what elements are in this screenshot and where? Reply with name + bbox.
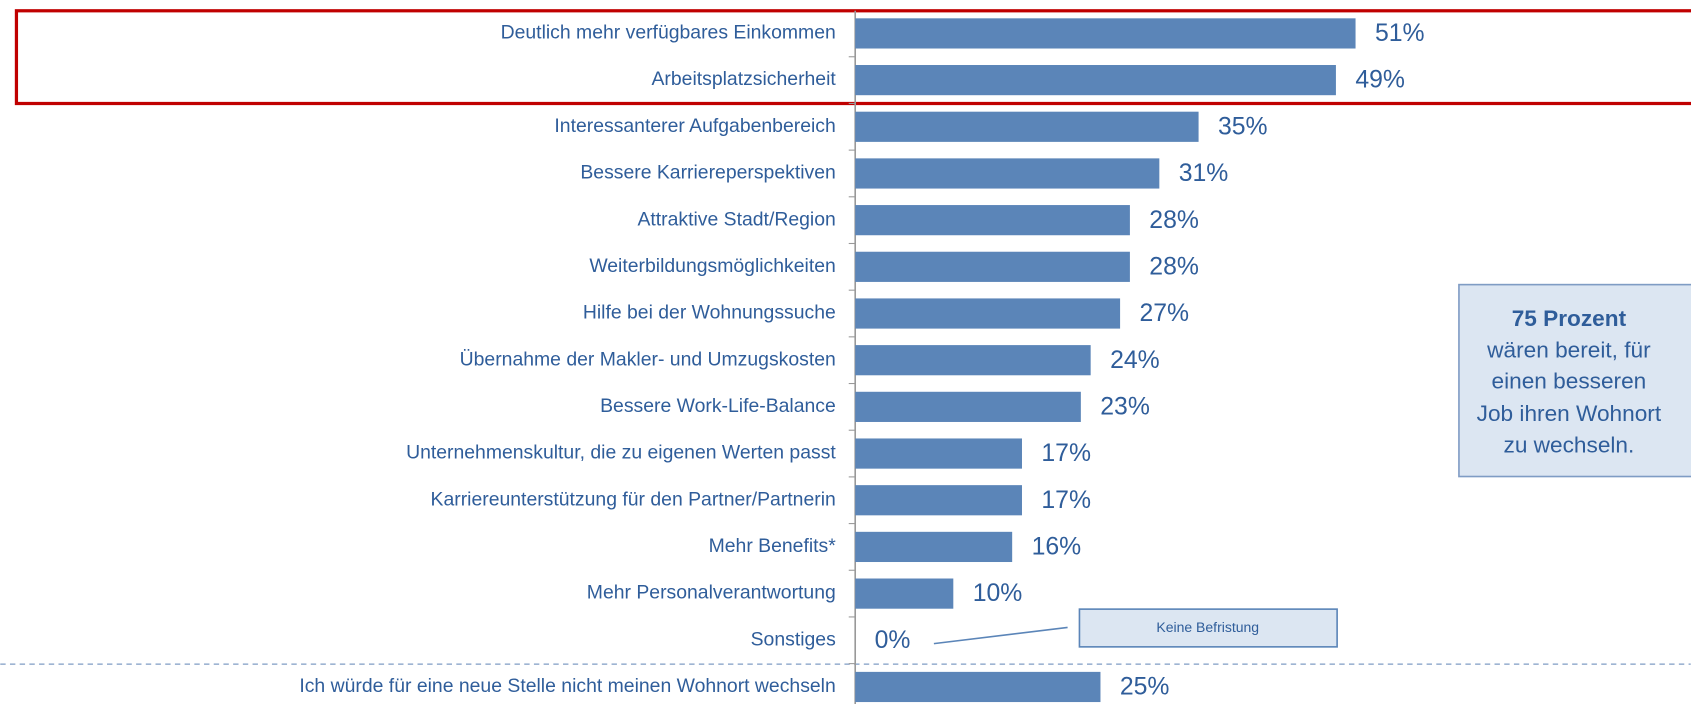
annotation-line: [933, 626, 1068, 645]
category-label: Übernahme der Makler- und Umzugskosten: [460, 348, 836, 370]
category-label: Interessanterer Aufgabenbereich: [554, 115, 835, 137]
category-label: Karriereunterstützung für den Partner/Pa…: [431, 488, 836, 510]
bar: [855, 205, 1130, 236]
category-label: Mehr Benefits*: [709, 535, 837, 557]
bar: [855, 251, 1130, 282]
bar: [855, 298, 1121, 329]
value-label: 27%: [1139, 300, 1189, 327]
callout-line: Job ihren Wohnort: [1477, 401, 1662, 426]
bar: [855, 531, 1013, 563]
annotation: Keine Befristung: [1156, 619, 1259, 635]
category-label: Ich würde für eine neue Stelle nicht mei…: [299, 675, 835, 697]
value-label: 31%: [1179, 160, 1229, 187]
value-label: 51%: [1375, 20, 1425, 47]
bar: [855, 345, 1091, 376]
category-label: Bessere Work-Life-Balance: [600, 395, 836, 417]
category-label: Arbeitsplatzsicherheit: [652, 68, 837, 90]
category-label: Hilfe bei der Wohnungssuche: [583, 302, 836, 324]
bar: [855, 158, 1160, 189]
callout-line: wären bereit, für: [1486, 337, 1651, 362]
bar: [855, 485, 1022, 516]
bar: [855, 65, 1336, 96]
category-label: Attraktive Stadt/Region: [637, 208, 835, 230]
bar: [855, 438, 1022, 469]
value-label: 17%: [1041, 440, 1091, 467]
category-label: Sonstiges: [751, 628, 836, 650]
value-label: 25%: [1120, 674, 1170, 701]
bar: [855, 111, 1199, 142]
value-label: 28%: [1149, 207, 1199, 234]
category-label: Bessere Karriereperspektiven: [580, 162, 835, 184]
value-label: 28%: [1149, 253, 1199, 280]
value-label: 17%: [1041, 487, 1091, 514]
value-label: 49%: [1355, 67, 1405, 94]
annotation-box: [1078, 608, 1338, 648]
value-label: 23%: [1100, 394, 1150, 421]
bar: [855, 391, 1081, 422]
category-label: Mehr Personalverantwortung: [587, 582, 836, 604]
callout-box: [1458, 283, 1691, 478]
highlight-box: [14, 9, 1691, 106]
callout-title: 75 Prozent: [1512, 306, 1627, 331]
callout-line: einen besseren: [1492, 369, 1647, 394]
value-label: 10%: [973, 580, 1023, 607]
value-label: 24%: [1110, 347, 1160, 374]
value-label: 16%: [1032, 534, 1082, 561]
bar: [855, 18, 1356, 49]
value-label: 0%: [875, 627, 911, 654]
bar: [855, 671, 1101, 703]
category-label: Weiterbildungsmöglichkeiten: [589, 255, 835, 277]
bar: [855, 578, 954, 609]
value-label: 35%: [1218, 113, 1268, 140]
category-label: Unternehmenskultur, die zu eigenen Werte…: [406, 442, 836, 464]
callout-line: zu wechseln.: [1504, 432, 1635, 457]
category-label: Deutlich mehr verfügbares Einkommen: [501, 22, 836, 44]
